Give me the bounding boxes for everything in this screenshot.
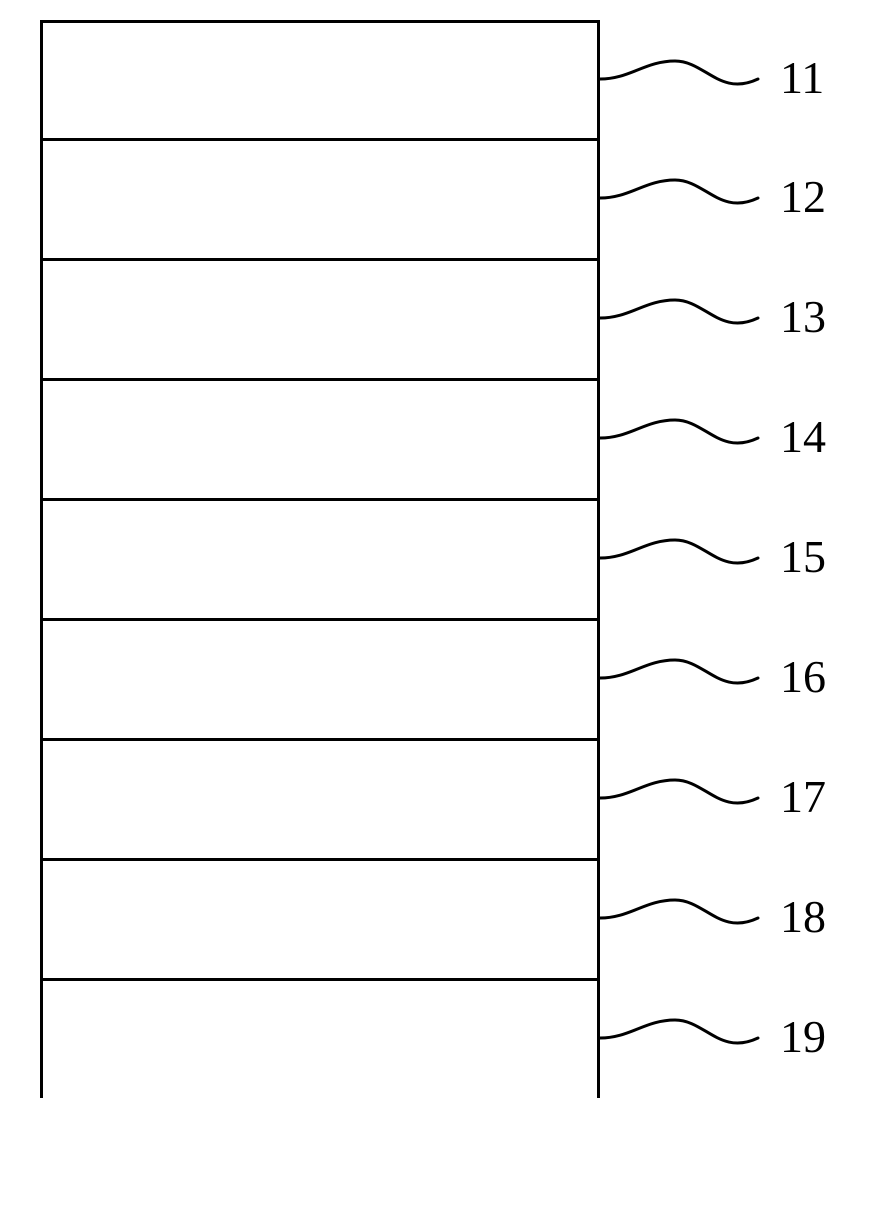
leader-curve	[600, 298, 760, 338]
leader-curve	[600, 658, 760, 698]
leader-curve	[600, 1018, 760, 1058]
layer-label-text: 15	[780, 530, 826, 583]
layer-label-text: 18	[780, 890, 826, 943]
stack-layer	[43, 861, 597, 981]
stack-layer	[43, 741, 597, 861]
leader-curve	[600, 59, 760, 99]
stack-layer	[43, 23, 597, 141]
stack-layer	[43, 981, 597, 1101]
leader-curve	[600, 538, 760, 578]
stack-layer	[43, 141, 597, 261]
stack-layer	[43, 621, 597, 741]
layer-label-text: 13	[780, 290, 826, 343]
layer-label-text: 12	[780, 170, 826, 223]
leader-curve	[600, 898, 760, 938]
stack-layer	[43, 381, 597, 501]
layer-stack-diagram: 11 12 13 14 15 16 17 18 19	[40, 20, 860, 1110]
stack-layer	[43, 501, 597, 621]
layer-label-text: 14	[780, 410, 826, 463]
stack-layer	[43, 261, 597, 381]
layer-label-text: 17	[780, 770, 826, 823]
leader-curve	[600, 778, 760, 818]
layer-stack	[40, 20, 600, 1098]
leader-curve	[600, 418, 760, 458]
layer-label-text: 19	[780, 1010, 826, 1063]
leader-curve	[600, 178, 760, 218]
layer-label-text: 11	[780, 51, 824, 104]
layer-label-text: 16	[780, 650, 826, 703]
